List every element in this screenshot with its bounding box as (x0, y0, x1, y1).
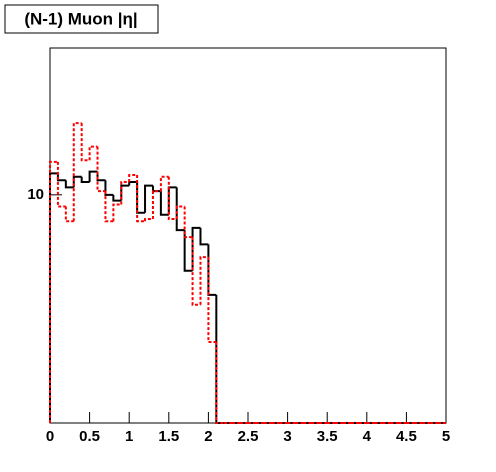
histogram-bin (167, 176, 177, 221)
x-tick-label: 0.5 (79, 428, 100, 445)
histogram-bin (120, 181, 130, 205)
x-tick-label: 3 (283, 428, 291, 445)
histogram-bin (183, 206, 193, 239)
x-tick-label: 4.5 (396, 428, 417, 445)
histogram-bin (207, 257, 217, 343)
histogram-bin (112, 203, 122, 222)
histogram-bin (191, 237, 201, 306)
x-tick-label: 1.5 (158, 428, 179, 445)
histogram-bin (120, 184, 130, 201)
histogram-bin (104, 180, 114, 196)
histogram-bin (64, 180, 74, 189)
histogram-bin (183, 230, 193, 272)
title-box (4, 4, 159, 34)
histogram-bin (128, 174, 138, 183)
x-tick-label: 0 (46, 428, 54, 445)
histogram-bin (56, 173, 66, 182)
chart-title: (N-1) Muon |η| (24, 9, 137, 28)
histogram-bin (175, 205, 185, 220)
histogram-bin (49, 160, 58, 423)
histogram-bin (104, 191, 114, 223)
histogram-bin (191, 226, 201, 271)
histogram-bin (80, 123, 90, 162)
histogram-bin (49, 172, 58, 423)
histogram-bin (199, 256, 209, 305)
histogram-bin (151, 190, 161, 220)
histogram-bin (136, 175, 146, 223)
histogram-bin (72, 122, 82, 222)
x-tick-label: 3.5 (317, 428, 338, 445)
x-tick-label: 2.5 (238, 428, 259, 445)
x-tick-label: 1 (125, 428, 133, 445)
histogram-bin (112, 194, 122, 202)
histogram-bin (88, 170, 98, 183)
x-tick-label: 4 (363, 428, 372, 445)
x-tick-label: 5 (442, 428, 450, 445)
x-tick-label: 2 (204, 428, 212, 445)
histogram-bin (159, 191, 169, 216)
histogram-bin (199, 227, 209, 246)
histogram-bin (144, 218, 153, 222)
histogram-bin (215, 341, 225, 424)
histogram-bin (144, 184, 153, 213)
histogram-bin (175, 187, 185, 232)
y-tick-label: 10 (27, 186, 44, 203)
histogram-bin (80, 176, 90, 184)
